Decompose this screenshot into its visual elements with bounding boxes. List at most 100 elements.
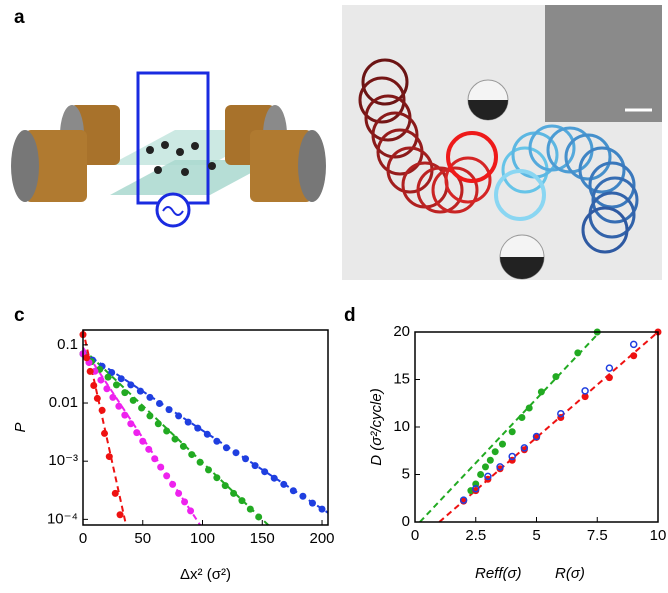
point <box>205 466 212 473</box>
point <box>163 428 170 435</box>
point <box>105 374 112 381</box>
point <box>90 382 97 389</box>
point <box>139 438 146 445</box>
point <box>255 513 262 520</box>
point <box>121 412 128 419</box>
x-tick-label: 200 <box>310 530 335 547</box>
point <box>155 420 162 427</box>
x-tick-label: 100 <box>190 530 215 547</box>
point <box>518 414 525 421</box>
point <box>309 500 316 507</box>
point <box>163 472 170 479</box>
fit-line <box>420 332 600 522</box>
point <box>280 481 287 488</box>
point <box>194 425 201 432</box>
point <box>157 464 164 471</box>
point <box>477 471 484 478</box>
x-tick-label: 7.5 <box>587 527 608 544</box>
y-axis-label: D (σ²/cycle) <box>368 388 385 465</box>
y-tick-label: 0.01 <box>49 394 78 411</box>
point <box>156 400 163 407</box>
point <box>574 349 581 356</box>
point <box>223 444 230 451</box>
point <box>499 441 506 448</box>
point <box>127 420 134 427</box>
point <box>538 388 545 395</box>
point <box>188 451 195 458</box>
plot-frame <box>415 332 658 522</box>
point <box>133 429 140 436</box>
point <box>94 395 101 402</box>
y-tick-label: 0 <box>402 513 410 530</box>
x-tick-label: 5 <box>532 527 540 544</box>
point <box>606 365 612 371</box>
point <box>197 459 204 466</box>
point <box>145 446 152 453</box>
point <box>185 419 192 426</box>
point <box>247 506 254 513</box>
point <box>232 449 239 456</box>
x-tick-label: 50 <box>134 530 151 547</box>
point <box>106 453 113 460</box>
y-axis-label: P <box>12 422 29 432</box>
point <box>482 463 489 470</box>
point <box>242 455 249 462</box>
point <box>213 438 220 445</box>
point <box>99 407 106 414</box>
point <box>146 412 153 419</box>
point <box>130 397 137 404</box>
point <box>138 405 145 412</box>
x-tick-label: 150 <box>250 530 275 547</box>
point <box>187 507 194 514</box>
point <box>606 374 613 381</box>
figure: a b c d <box>0 0 668 588</box>
plot-frame <box>83 330 328 525</box>
point <box>299 493 306 500</box>
x-tick-label: 10 <box>650 527 667 544</box>
point <box>631 341 637 347</box>
point <box>113 381 120 388</box>
point <box>319 506 326 513</box>
point <box>175 412 182 419</box>
point <box>127 381 134 388</box>
point <box>213 474 220 481</box>
point <box>175 490 182 497</box>
point <box>271 475 278 482</box>
point <box>222 482 229 489</box>
point <box>180 443 187 450</box>
point <box>169 481 176 488</box>
point <box>83 354 90 361</box>
point <box>509 428 516 435</box>
x-tick-label: 0 <box>411 527 419 544</box>
point <box>166 406 173 413</box>
point <box>137 388 144 395</box>
point <box>118 375 125 382</box>
point <box>261 468 268 475</box>
y-tick-label: 0.1 <box>57 336 78 353</box>
x-axis-label: Δx² (σ²) <box>180 566 231 583</box>
y-tick-label: 20 <box>393 323 410 340</box>
point <box>115 403 122 410</box>
point <box>97 377 104 384</box>
y-tick-label: 10⁻³ <box>48 452 78 469</box>
y-tick-label: 15 <box>393 370 410 387</box>
point <box>492 448 499 455</box>
point <box>146 394 153 401</box>
point <box>252 462 259 469</box>
point <box>526 405 533 412</box>
point <box>121 389 128 396</box>
point <box>552 373 559 380</box>
panel-label: c <box>14 305 25 326</box>
point <box>487 457 494 464</box>
point <box>112 490 119 497</box>
point <box>87 368 94 375</box>
micrograph <box>342 5 662 280</box>
point <box>117 511 124 518</box>
point <box>238 497 245 504</box>
point <box>109 394 116 401</box>
panel-label: a <box>14 7 25 28</box>
point <box>151 455 158 462</box>
legend-label: Reff(σ) <box>475 565 522 582</box>
illustration <box>11 73 326 226</box>
panel-label: d <box>344 305 356 326</box>
